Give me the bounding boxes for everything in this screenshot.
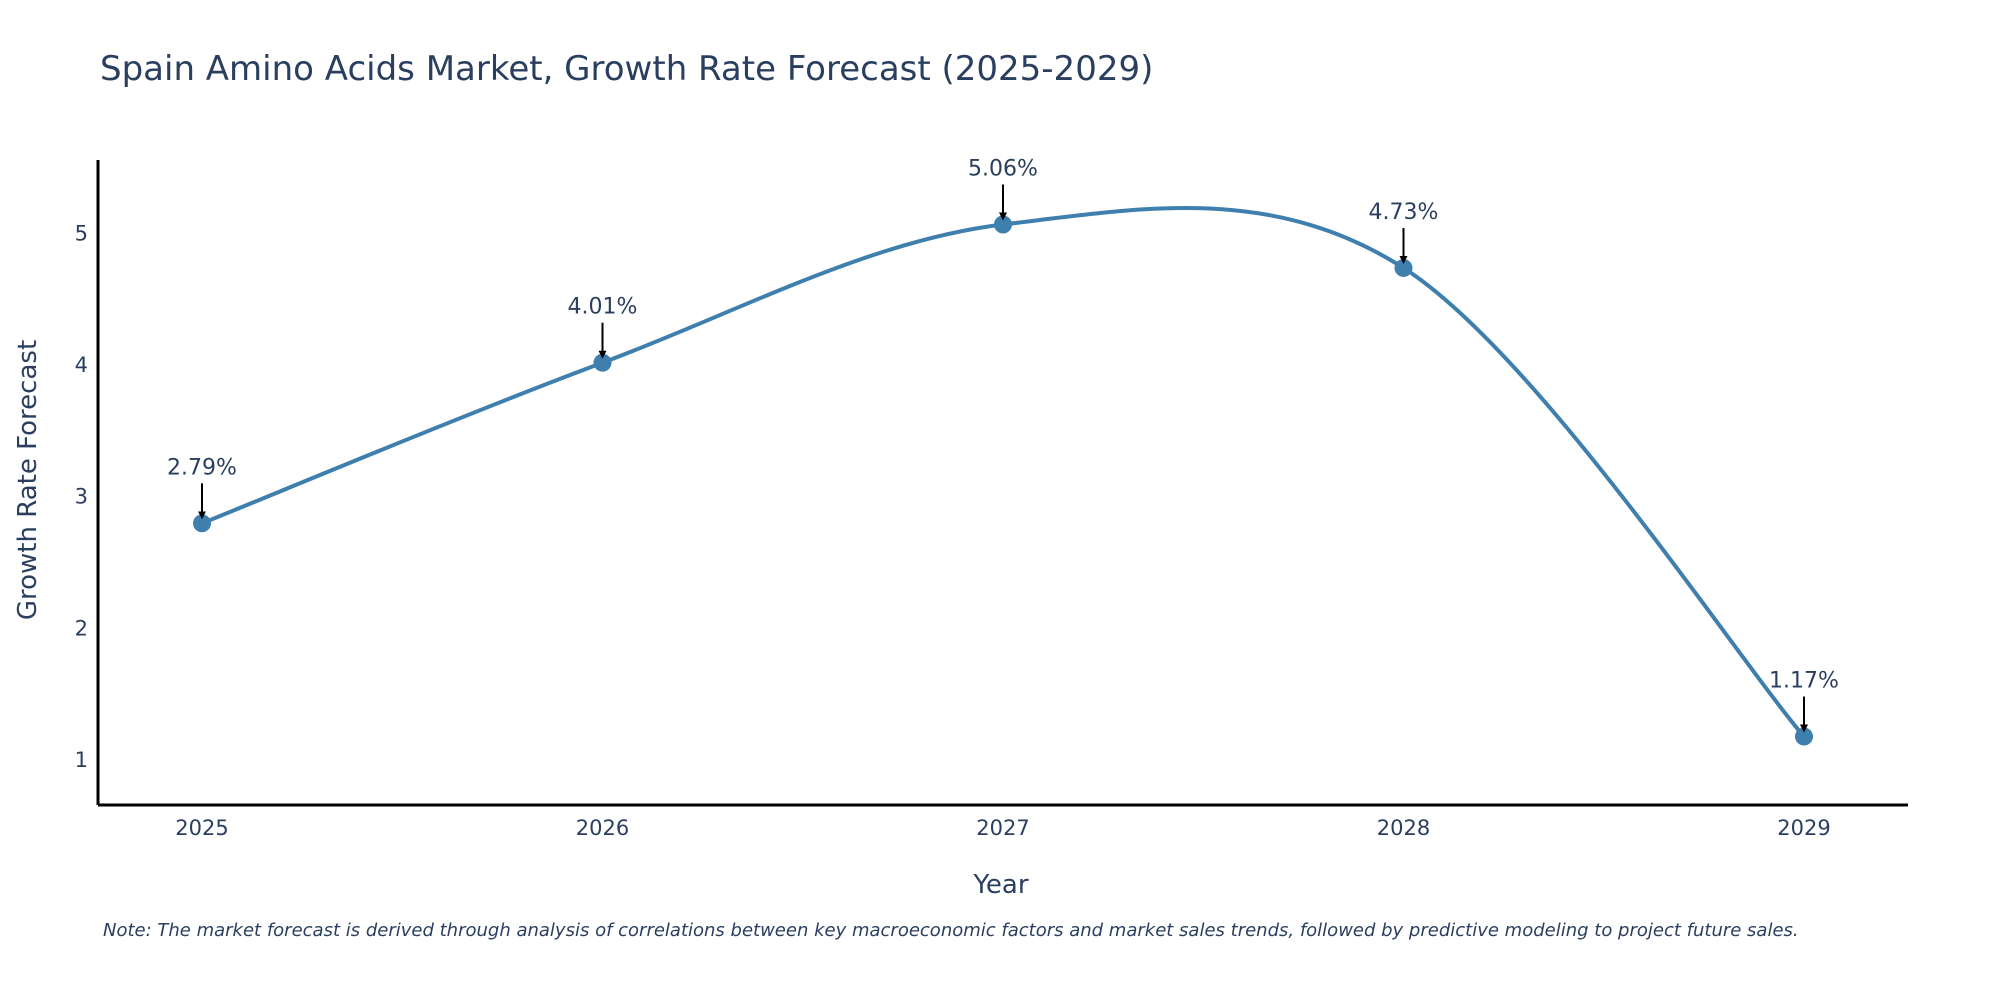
- data-label: 4.73%: [1369, 200, 1439, 225]
- data-label: 1.17%: [1769, 669, 1839, 694]
- data-label: 2.79%: [167, 455, 237, 480]
- y-tick-label: 5: [75, 221, 88, 245]
- series-layer: [193, 206, 1813, 746]
- axes-layer: [96, 160, 1908, 807]
- chart-title: Spain Amino Acids Market, Growth Rate Fo…: [100, 49, 1153, 89]
- y-tick-label: 1: [75, 748, 88, 772]
- y-tick-label: 4: [75, 353, 88, 377]
- data-point: [1394, 258, 1413, 277]
- x-tick-label: 2029: [1777, 816, 1830, 840]
- x-axis-title: Year: [972, 870, 1028, 900]
- footnote: Note: The market forecast is derived thr…: [103, 920, 1799, 941]
- data-point: [994, 215, 1012, 234]
- data-label: 4.01%: [568, 295, 638, 320]
- series-line: [200, 206, 1806, 739]
- y-axis-title: Growth Rate Forecast: [13, 340, 43, 620]
- data-label: 5.06%: [968, 157, 1038, 182]
- y-tick-label: 3: [75, 485, 88, 509]
- x-tick-label: 2028: [1377, 816, 1430, 840]
- x-tick-label: 2025: [175, 816, 228, 840]
- data-point: [593, 353, 612, 372]
- data-point: [193, 514, 211, 533]
- x-tick-label: 2027: [976, 816, 1029, 840]
- data-labels-layer: 2.79% 4.01% 5.06% 4.73% 1.17%: [167, 157, 1839, 733]
- x-tick-label: 2026: [576, 816, 629, 840]
- data-point: [1795, 727, 1813, 746]
- ticks-layer: 2025 2026 2027 2028 2029 1 2 3 4 5: [75, 221, 1831, 840]
- y-tick-label: 2: [75, 616, 88, 640]
